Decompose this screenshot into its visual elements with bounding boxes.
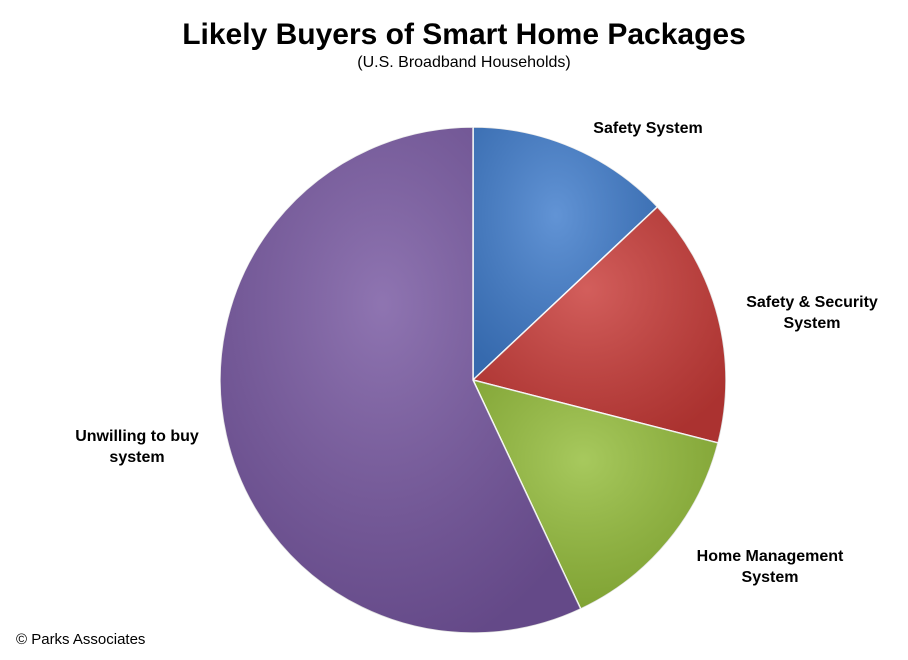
slice-label: Home Management System: [696, 548, 844, 586]
chart-title: Likely Buyers of Smart Home Packages: [182, 18, 746, 51]
slice-label: Safety System: [593, 119, 703, 137]
slice-label: Unwilling to buy system: [75, 428, 199, 466]
chart-subtitle: (U.S. Broadband Households): [357, 54, 570, 71]
slice-label: Safety & Security System: [746, 294, 878, 332]
source-note: © Parks Associates: [16, 631, 145, 648]
pie: [219, 126, 727, 634]
